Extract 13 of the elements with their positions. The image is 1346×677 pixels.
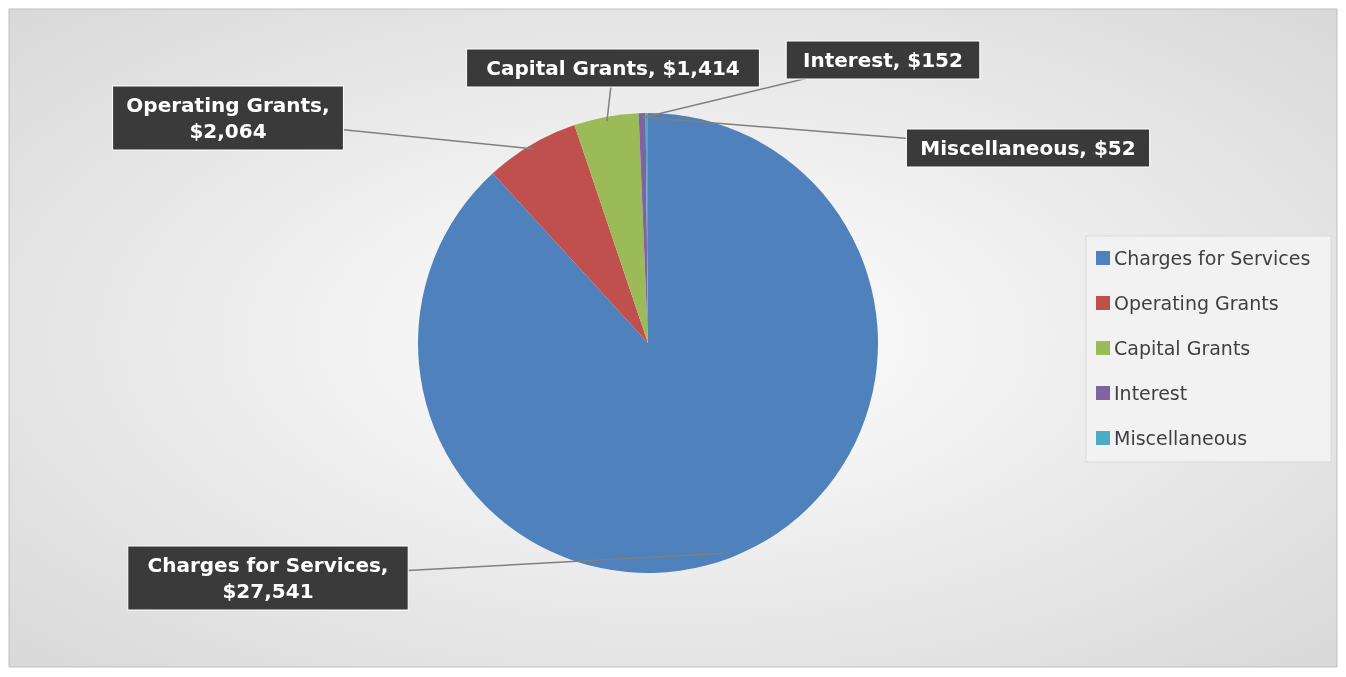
legend-label: Miscellaneous: [1114, 426, 1248, 449]
data-label: Miscellaneous, $52: [920, 136, 1136, 160]
pie-slice: [418, 113, 878, 573]
pie-slice: [574, 113, 648, 343]
data-label: Operating Grants, $2,064: [126, 93, 330, 143]
legend-label: Interest: [1114, 381, 1188, 404]
legend-label: Charges for Services: [1114, 246, 1311, 269]
data-label: Interest, $152: [803, 48, 963, 72]
legend-label: Capital Grants: [1114, 336, 1251, 359]
data-label: Charges for Services, $27,541: [147, 553, 389, 603]
pie-slice: [492, 125, 648, 343]
legend-label: Operating Grants: [1114, 291, 1279, 314]
data-label: Capital Grants, $1,414: [486, 56, 740, 80]
